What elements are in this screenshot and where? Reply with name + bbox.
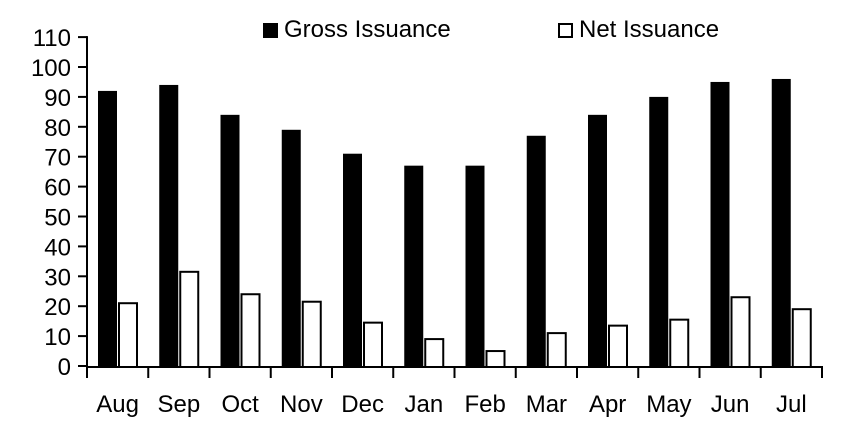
net-issuance-swatch-icon: [558, 22, 573, 38]
net-bar-may: [669, 318, 690, 368]
y-tick-label-20: 20: [44, 294, 71, 321]
net-bar-oct: [240, 293, 261, 368]
x-tick-label-dec: Dec: [341, 391, 384, 418]
legend-label-net-issuance: Net Issuance: [579, 16, 720, 43]
y-tick-label-40: 40: [44, 234, 71, 261]
net-bar-feb: [485, 350, 506, 368]
y-tick-label-90: 90: [44, 85, 71, 112]
net-bar-apr: [608, 324, 628, 369]
gross-bar-apr: [588, 114, 607, 368]
x-tick-label-oct: Oct: [221, 391, 259, 418]
gross-bar-dec: [343, 153, 362, 368]
gross-bar-feb: [465, 165, 485, 368]
gross-bar-sep: [159, 84, 179, 368]
net-bar-dec: [363, 321, 383, 368]
net-bar-jan: [424, 338, 445, 368]
x-tick-label-jul: Jul: [776, 391, 807, 418]
gross-bar-jul: [771, 78, 791, 369]
y-tick-label-80: 80: [44, 115, 71, 142]
gross-bar-aug: [98, 90, 117, 369]
gross-bar-nov: [281, 129, 301, 368]
legend-label-gross-issuance: Gross Issuance: [284, 16, 451, 43]
gross-bar-jun: [710, 81, 730, 368]
y-tick-label-70: 70: [44, 145, 71, 172]
net-bar-aug: [118, 302, 138, 368]
x-tick-label-aug: Aug: [96, 391, 139, 418]
net-bar-sep: [179, 270, 200, 368]
gross-bar-oct: [220, 114, 240, 368]
gross-bar-mar: [526, 135, 546, 368]
y-tick-label-10: 10: [44, 324, 71, 351]
net-bar-jul: [791, 308, 812, 369]
x-tick-label-mar: Mar: [526, 391, 567, 418]
legend-item-gross-issuance: Gross Issuance: [263, 16, 451, 44]
y-tick-label-110: 110: [33, 25, 71, 52]
net-bar-jun: [730, 296, 751, 369]
y-tick-label-100: 100: [31, 55, 71, 82]
x-tick-label-jan: Jan: [405, 391, 444, 418]
y-tick-label-50: 50: [44, 205, 71, 232]
gross-bar-jan: [404, 165, 424, 368]
x-tick-label-may: May: [646, 391, 691, 418]
gross-bar-may: [649, 96, 669, 369]
x-tick-label-sep: Sep: [158, 391, 201, 418]
y-tick-label-30: 30: [44, 264, 71, 291]
x-tick-label-apr: Apr: [589, 391, 626, 418]
x-tick-label-nov: Nov: [280, 391, 323, 418]
net-bar-nov: [301, 300, 322, 368]
y-tick-label-0: 0: [58, 354, 71, 381]
gross-issuance-swatch-icon: [263, 22, 278, 38]
x-tick-label-feb: Feb: [464, 391, 505, 418]
net-bar-mar: [546, 332, 567, 368]
y-tick-label-60: 60: [44, 175, 71, 202]
x-tick-label-jun: Jun: [711, 391, 750, 418]
legend-item-net-issuance: Net Issuance: [558, 16, 719, 44]
